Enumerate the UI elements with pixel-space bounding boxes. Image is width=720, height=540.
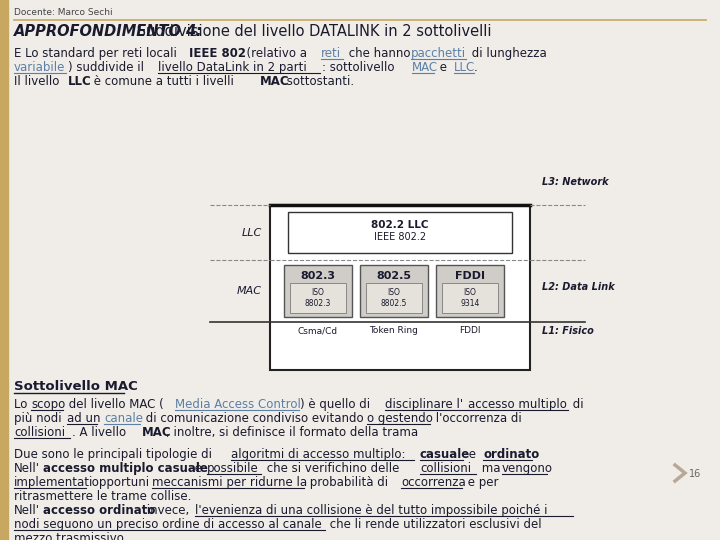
Text: E Lo standard per reti locali: E Lo standard per reti locali: [14, 47, 181, 60]
Text: . A livello: . A livello: [72, 426, 130, 439]
Text: implementati: implementati: [14, 476, 94, 489]
Text: MAC: MAC: [237, 286, 262, 296]
Text: sottostanti.: sottostanti.: [283, 75, 354, 88]
Text: collisioni: collisioni: [14, 426, 65, 439]
Text: collisioni: collisioni: [420, 462, 471, 475]
Text: accesso ordinato: accesso ordinato: [43, 504, 156, 517]
Text: ISO
9314: ISO 9314: [460, 288, 480, 308]
Text: del livello MAC (: del livello MAC (: [65, 398, 163, 411]
Text: FDDI: FDDI: [459, 326, 481, 335]
Text: è: è: [191, 462, 206, 475]
Bar: [290, 283, 346, 313]
Text: di comunicazione condiviso evitando: di comunicazione condiviso evitando: [142, 412, 367, 425]
Text: che li rende utilizzatori esclusivi del: che li rende utilizzatori esclusivi del: [326, 518, 541, 531]
Text: ISO
8802.3: ISO 8802.3: [305, 288, 331, 308]
Text: ritrasmettere le trame collise.: ritrasmettere le trame collise.: [14, 490, 192, 503]
Text: : sottolivello: : sottolivello: [322, 61, 398, 74]
Text: livello DataLink in 2 parti: livello DataLink in 2 parti: [158, 61, 307, 74]
Bar: [366, 283, 422, 313]
Text: possibile: possibile: [207, 462, 258, 475]
Text: accesso multiplo casuale: accesso multiplo casuale: [43, 462, 208, 475]
Text: casuale: casuale: [420, 448, 470, 461]
Text: di lunghezza: di lunghezza: [468, 47, 546, 60]
Text: che hanno: che hanno: [345, 47, 414, 60]
Text: probabilità di: probabilità di: [306, 476, 392, 489]
Text: vengono: vengono: [502, 462, 553, 475]
Text: Nell': Nell': [14, 462, 40, 475]
Text: l'occorrenza di: l'occorrenza di: [432, 412, 522, 425]
Bar: [270, 205, 530, 370]
Text: è comune a tutti i livelli: è comune a tutti i livelli: [90, 75, 238, 88]
Bar: [0, 0, 8, 540]
Bar: [284, 265, 352, 317]
Text: IEEE 802: IEEE 802: [189, 47, 246, 60]
Text: Lo: Lo: [14, 398, 31, 411]
Text: l'evenienza di una collisione è del tutto impossibile poiché i: l'evenienza di una collisione è del tutt…: [195, 504, 547, 517]
Text: MAC: MAC: [142, 426, 171, 439]
Text: occorrenza: occorrenza: [401, 476, 466, 489]
Text: L3: Network: L3: Network: [542, 177, 608, 187]
Text: variabile: variabile: [14, 61, 66, 74]
Text: e per: e per: [464, 476, 498, 489]
Text: che si verifichino delle: che si verifichino delle: [263, 462, 403, 475]
Text: Il livello: Il livello: [14, 75, 63, 88]
Text: scopo: scopo: [31, 398, 66, 411]
Text: LLC: LLC: [454, 61, 475, 74]
Text: Nell': Nell': [14, 504, 40, 517]
Text: MAC: MAC: [412, 61, 438, 74]
Text: , inoltre, si definisce il formato della trama: , inoltre, si definisce il formato della…: [166, 426, 418, 439]
Text: Csma/Cd: Csma/Cd: [298, 326, 338, 335]
Text: meccanismi per ridurne la: meccanismi per ridurne la: [152, 476, 307, 489]
Text: (relativo a: (relativo a: [239, 47, 311, 60]
Text: 802.5: 802.5: [377, 271, 412, 281]
Text: Docente: Marco Sechi: Docente: Marco Sechi: [14, 8, 112, 17]
Text: Media Access Control: Media Access Control: [175, 398, 301, 411]
Text: accesso multiplo: accesso multiplo: [468, 398, 567, 411]
Text: .: .: [474, 61, 478, 74]
Bar: [436, 265, 504, 317]
Text: reti: reti: [321, 47, 341, 60]
Text: 16: 16: [689, 469, 701, 479]
Text: MAC: MAC: [260, 75, 289, 88]
Text: ) è quello di: ) è quello di: [300, 398, 374, 411]
Bar: [360, 265, 428, 317]
Text: disciplinare l': disciplinare l': [385, 398, 463, 411]
Text: o gestendo: o gestendo: [367, 412, 433, 425]
Text: di: di: [569, 398, 584, 411]
Text: Sottolivello MAC: Sottolivello MAC: [14, 380, 138, 393]
Text: L1: Fisico: L1: Fisico: [542, 326, 594, 336]
Bar: [442, 283, 498, 313]
Text: mezzo trasmissivo.: mezzo trasmissivo.: [14, 532, 127, 540]
Text: Suddivisione del livello DATALINK in 2 sottolivelli: Suddivisione del livello DATALINK in 2 s…: [132, 24, 492, 39]
Bar: [288, 212, 512, 253]
Text: e: e: [465, 448, 480, 461]
Text: ISO
8802.5: ISO 8802.5: [381, 288, 408, 308]
Text: algoritmi di accesso multiplo:: algoritmi di accesso multiplo:: [231, 448, 405, 461]
Text: Token Ring: Token Ring: [369, 326, 418, 335]
Text: ordinato: ordinato: [483, 448, 539, 461]
Text: nodi seguono un preciso ordine di accesso al canale: nodi seguono un preciso ordine di access…: [14, 518, 322, 531]
Text: 802.2 LLC: 802.2 LLC: [372, 220, 428, 230]
Text: ma: ma: [478, 462, 504, 475]
Text: .: .: [532, 448, 536, 461]
Text: 802.3: 802.3: [300, 271, 336, 281]
Text: IEEE 802.2: IEEE 802.2: [374, 232, 426, 242]
Text: FDDI: FDDI: [455, 271, 485, 281]
Text: Due sono le principali tipologie di: Due sono le principali tipologie di: [14, 448, 216, 461]
Text: ) suddivide il: ) suddivide il: [68, 61, 148, 74]
Text: canale: canale: [104, 412, 143, 425]
Text: pacchetti: pacchetti: [411, 47, 466, 60]
Text: APPROFONDIMENTO 4:: APPROFONDIMENTO 4:: [14, 24, 203, 39]
Text: più nodi: più nodi: [14, 412, 66, 425]
Text: invece,: invece,: [143, 504, 193, 517]
Text: LLC: LLC: [242, 227, 262, 238]
Text: ad un: ad un: [67, 412, 101, 425]
Text: LLC: LLC: [68, 75, 91, 88]
Text: opportuni: opportuni: [88, 476, 153, 489]
Text: e: e: [436, 61, 451, 74]
Text: L2: Data Link: L2: Data Link: [542, 282, 615, 292]
